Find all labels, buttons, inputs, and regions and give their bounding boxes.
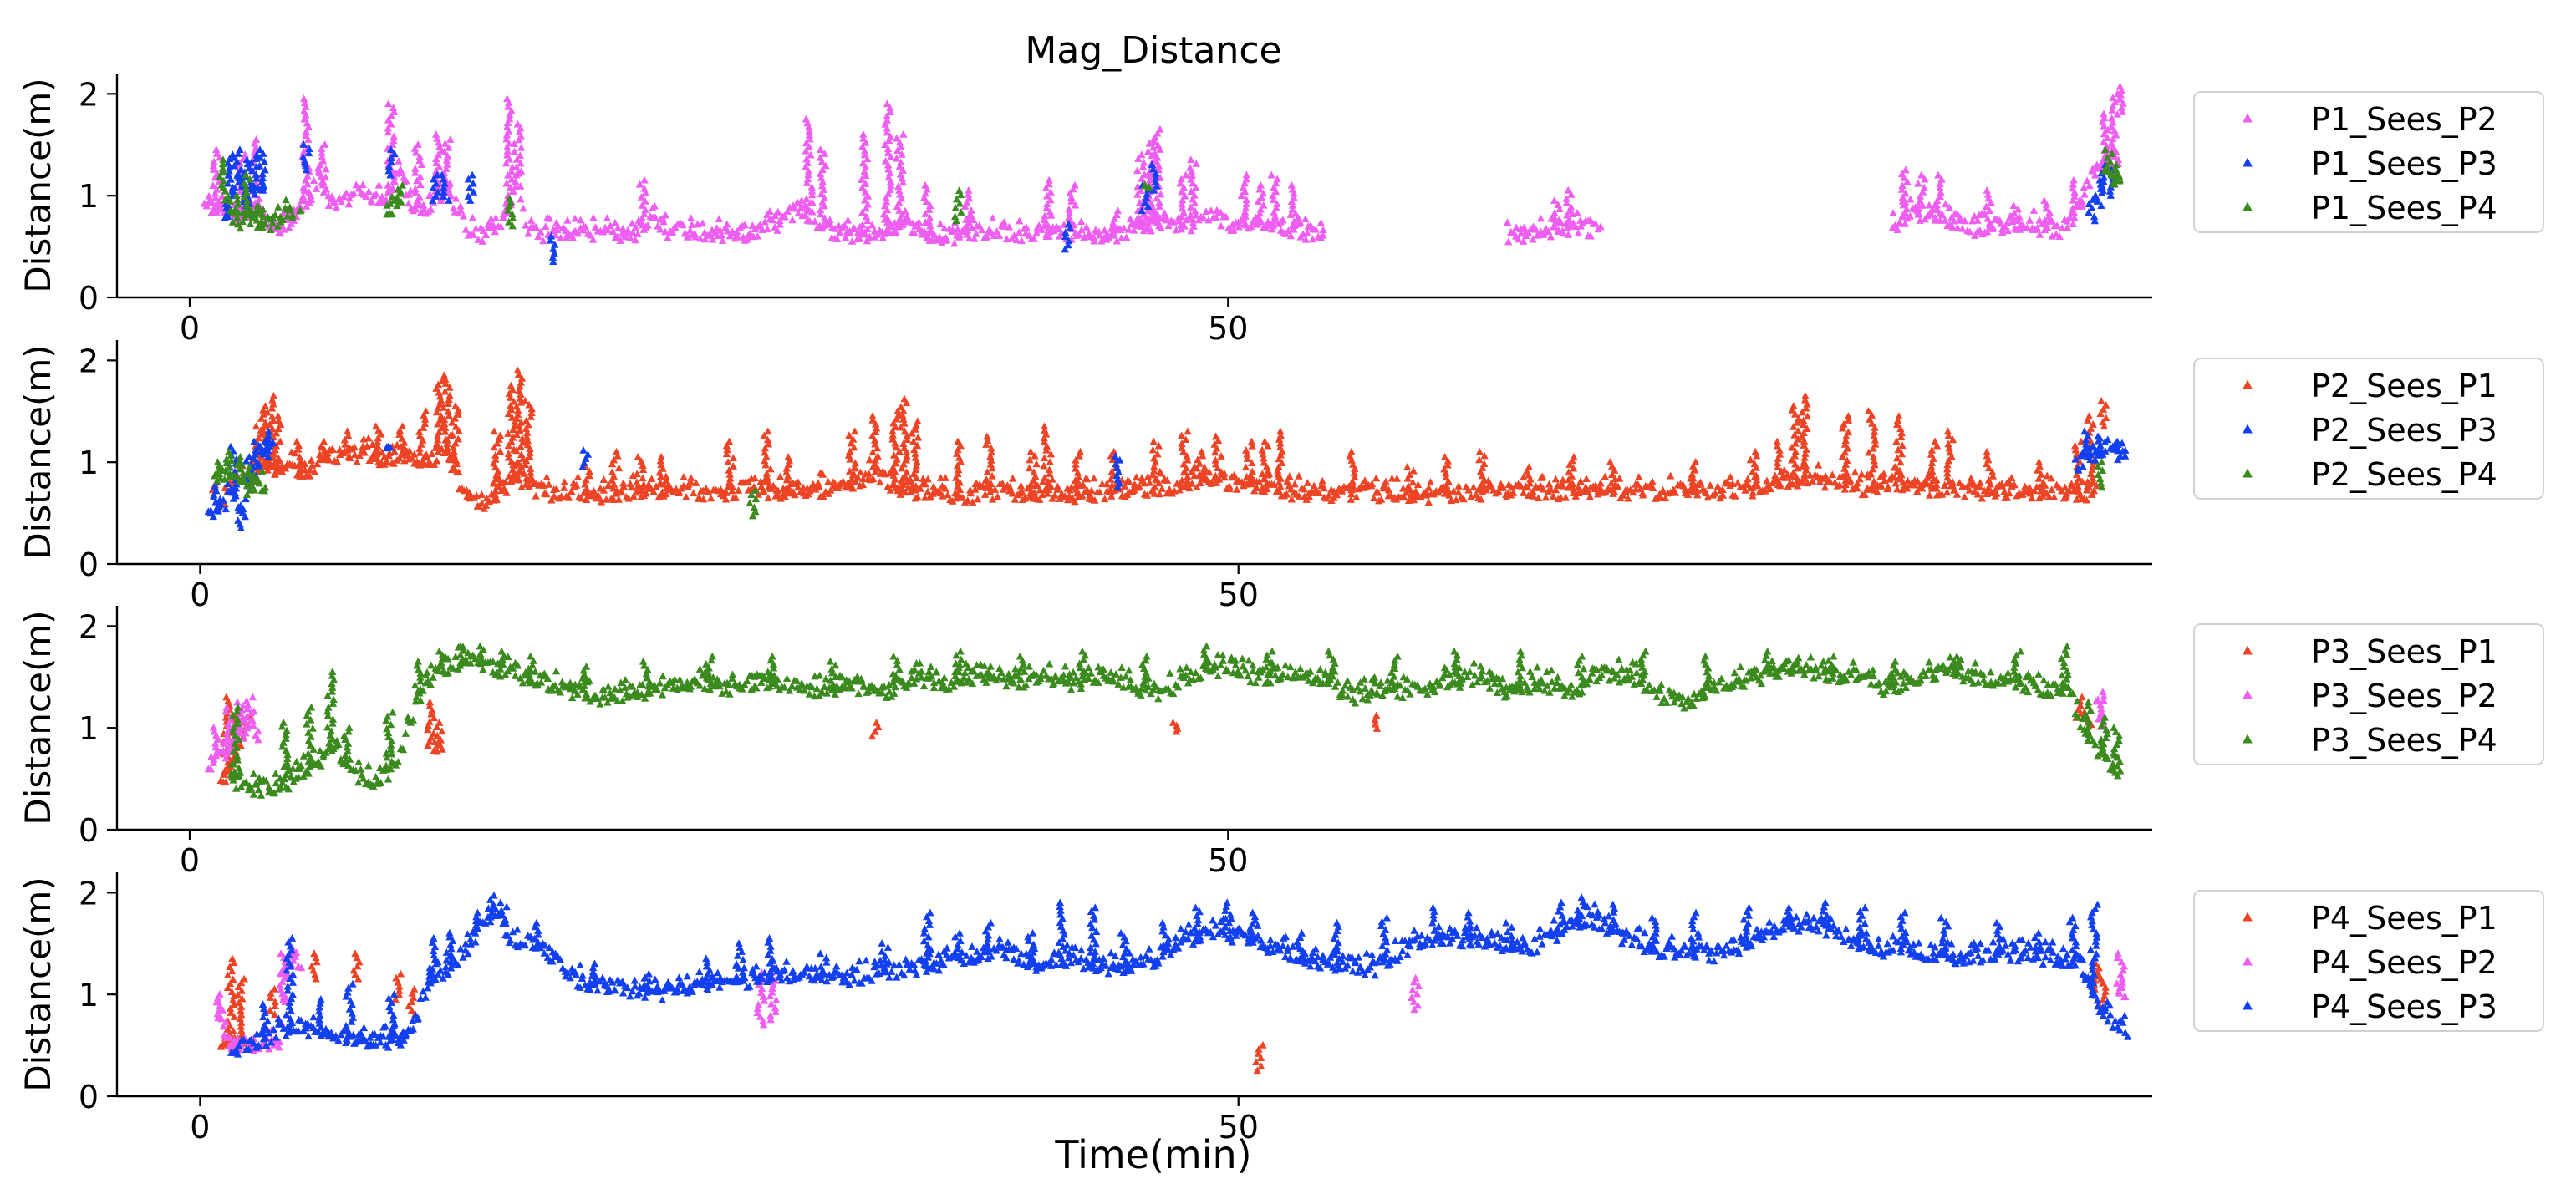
legend-label: P2_Sees_P3 xyxy=(2311,412,2497,449)
x-tick-label: 50 xyxy=(1208,310,1248,347)
legend-label: P2_Sees_P4 xyxy=(2311,456,2497,493)
y-tick-label: 2 xyxy=(79,343,99,379)
y-axis-label: Distance(m) xyxy=(18,78,59,292)
y-tick-label: 0 xyxy=(79,280,99,317)
legend-label: P1_Sees_P4 xyxy=(2311,190,2497,226)
legend-label: P2_Sees_P1 xyxy=(2311,368,2497,404)
y-axis-label: Distance(m) xyxy=(18,610,59,825)
y-tick-label: 2 xyxy=(79,76,99,113)
y-tick-label: 1 xyxy=(79,178,99,215)
legend-label: P1_Sees_P3 xyxy=(2311,145,2497,182)
x-tick-label: 50 xyxy=(1219,577,1259,613)
legend-label: P1_Sees_P2 xyxy=(2311,101,2497,138)
y-axis-label: Distance(m) xyxy=(18,344,59,559)
x-tick-label: 0 xyxy=(190,577,210,613)
legend: P2_Sees_P1 P2_Sees_P3 P2_Sees_P4 xyxy=(2194,358,2543,499)
legend: P1_Sees_P2 P1_Sees_P3 P1_Sees_P4 xyxy=(2194,92,2543,232)
y-tick-label: 1 xyxy=(79,710,99,747)
y-tick-label: 0 xyxy=(79,546,99,583)
y-tick-label: 1 xyxy=(79,445,99,481)
y-tick-label: 2 xyxy=(79,608,99,645)
x-tick-label: 0 xyxy=(180,842,200,879)
x-tick-label: 50 xyxy=(1208,842,1248,879)
y-tick-label: 0 xyxy=(79,812,99,849)
figure-title: Mag_Distance xyxy=(1025,29,1281,72)
x-tick-label: 0 xyxy=(180,310,200,347)
